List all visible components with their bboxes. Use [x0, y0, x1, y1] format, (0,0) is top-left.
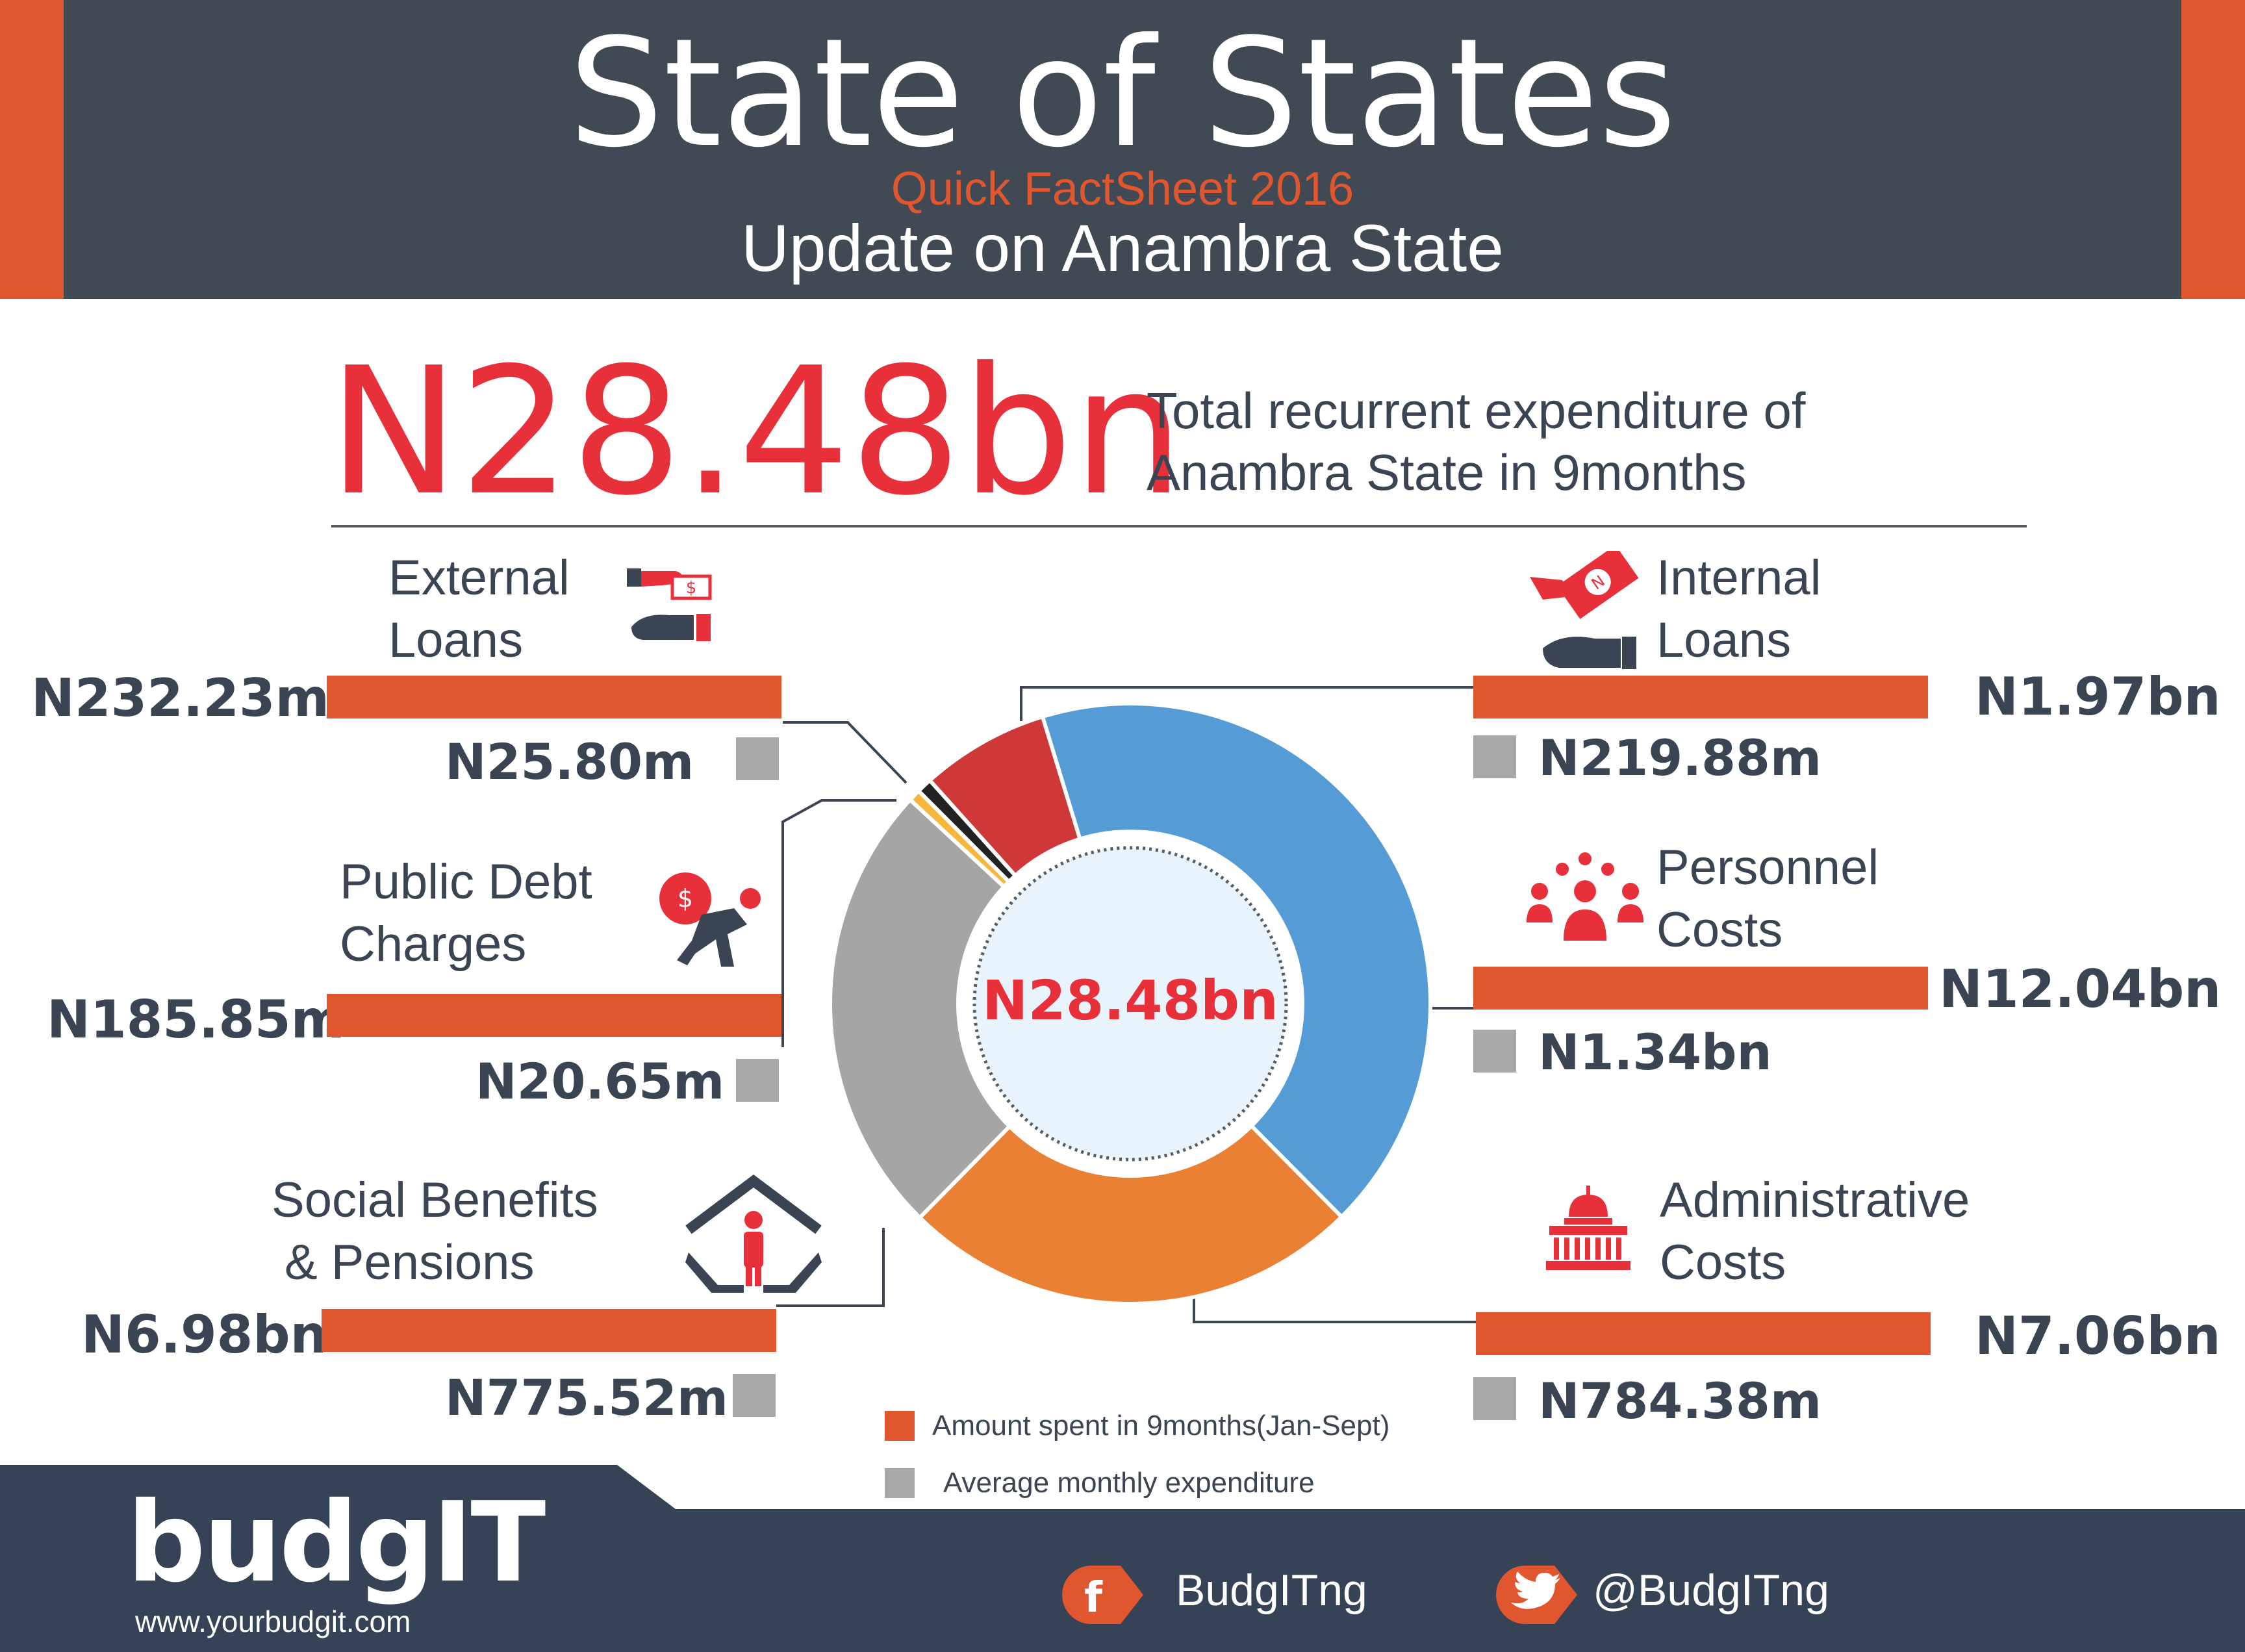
bar-9months-administrative-costs [1476, 1312, 1931, 1355]
bar-monthly-social-benefits-pensions [733, 1374, 776, 1417]
internal-loans-line1: Internal [1656, 550, 1821, 605]
social-benefits-line1: Social Benefits [272, 1173, 598, 1228]
bar-monthly-public-debt-charges [736, 1059, 779, 1102]
social-benefits-monthly: N775.52m [445, 1369, 729, 1427]
bar-9months-public-debt-charges [327, 994, 781, 1037]
page-subtitle: Quick FactSheet 2016 [891, 163, 1354, 215]
budgit-logo: budgIT [127, 1479, 546, 1607]
bar-monthly-administrative-costs [1473, 1377, 1516, 1420]
connector-public-debt [781, 799, 896, 1047]
external-loans-line2: Loans [388, 613, 524, 668]
administrative-monthly: N784.38m [1538, 1372, 1822, 1430]
svg-text:$: $ [678, 884, 693, 913]
legend-swatch-monthly [885, 1468, 915, 1498]
bar-9months-internal-loans [1473, 676, 1928, 718]
social-benefits-label: Social Benefits & Pensions [272, 1169, 598, 1294]
external-loans-total: N232.23m [31, 668, 330, 728]
external-loans-label: External Loans [388, 547, 570, 672]
bar-monthly-external-loans [736, 737, 779, 780]
public-debt-line1: Public Debt [340, 854, 592, 909]
footer-banner [0, 1465, 2245, 1652]
facebook-handle[interactable]: BudgITng [1176, 1566, 1367, 1615]
donut-center-label: N28.48bn [982, 969, 1278, 1032]
hand-money-icon: $ [627, 568, 712, 641]
pension-house-icon [685, 1175, 822, 1293]
public-debt-label: Public Debt Charges [340, 851, 592, 976]
svg-text:f: f [1084, 1574, 1103, 1622]
administrative-line1: Administrative [1660, 1173, 1970, 1228]
internal-loans-label: Internal Loans [1656, 547, 1821, 672]
bar-9months-social-benefits-pensions [322, 1309, 776, 1352]
administrative-label: Administrative Costs [1660, 1169, 1970, 1294]
debt-burden-icon: $ [659, 872, 761, 967]
bar-9months-personnel-costs [1473, 967, 1928, 1010]
internal-loans-monthly: N219.88m [1538, 729, 1822, 787]
social-benefits-line2: & Pensions [285, 1235, 535, 1290]
headline-description: Total recurrent expenditure of Anambra S… [1147, 380, 1806, 503]
personnel-label: Personnel Costs [1656, 837, 1879, 961]
twitter-icon[interactable] [1493, 1562, 1580, 1627]
public-debt-line2: Charges [340, 917, 527, 972]
header-accent-left [0, 0, 64, 299]
connector-external-loans [783, 721, 907, 784]
headline-desc-line1: Total recurrent expenditure of [1147, 382, 1806, 439]
headline-desc-line2: Anambra State in 9months [1147, 444, 1747, 501]
public-debt-total: N185.85m [47, 989, 346, 1050]
personnel-monthly: N1.34bn [1538, 1023, 1772, 1081]
divider [331, 525, 2027, 527]
facebook-icon[interactable]: f [1059, 1562, 1147, 1627]
website-link[interactable]: www.yourbudgit.com [135, 1605, 411, 1638]
svg-text:$: $ [686, 578, 697, 598]
social-benefits-total: N6.98bn [81, 1304, 327, 1365]
external-loans-monthly: N25.80m [445, 733, 694, 791]
state-update-heading: Update on Anambra State [741, 211, 1504, 285]
personnel-total: N12.04bn [1939, 959, 2222, 1019]
internal-loans-total: N1.97bn [1975, 667, 2221, 727]
page-title: State of States [568, 7, 1677, 181]
people-group-icon [1527, 852, 1643, 941]
public-debt-monthly: N20.65m [476, 1052, 725, 1110]
personnel-line1: Personnel [1656, 840, 1879, 895]
header-accent-right [2181, 0, 2245, 299]
bar-monthly-personnel-costs [1473, 1030, 1516, 1073]
headline-total: N28.48bn [328, 329, 1184, 534]
external-loans-line1: External [388, 550, 570, 605]
administrative-line2: Costs [1660, 1235, 1786, 1290]
legend-label-monthly: Average monthly expenditure [943, 1467, 1315, 1499]
internal-loans-line2: Loans [1656, 613, 1792, 668]
twitter-handle[interactable]: @BudgITng [1593, 1566, 1829, 1615]
bar-monthly-internal-loans [1473, 735, 1516, 778]
legend-swatch-9months [885, 1411, 915, 1441]
connector-social-benefits [776, 1228, 885, 1307]
administrative-total: N7.06bn [1975, 1306, 2221, 1366]
capitol-building-icon [1546, 1186, 1630, 1270]
naira-note-hand-icon: N [1530, 551, 1639, 669]
bar-9months-external-loans [327, 676, 781, 718]
connector-administrative [1193, 1290, 1476, 1323]
legend-label-9months: Amount spent in 9months(Jan-Sept) [932, 1410, 1390, 1442]
donut-inner-ring [972, 846, 1288, 1162]
header-banner [0, 0, 2245, 299]
personnel-line2: Costs [1656, 902, 1783, 958]
connector-internal-loans [1020, 686, 1473, 721]
